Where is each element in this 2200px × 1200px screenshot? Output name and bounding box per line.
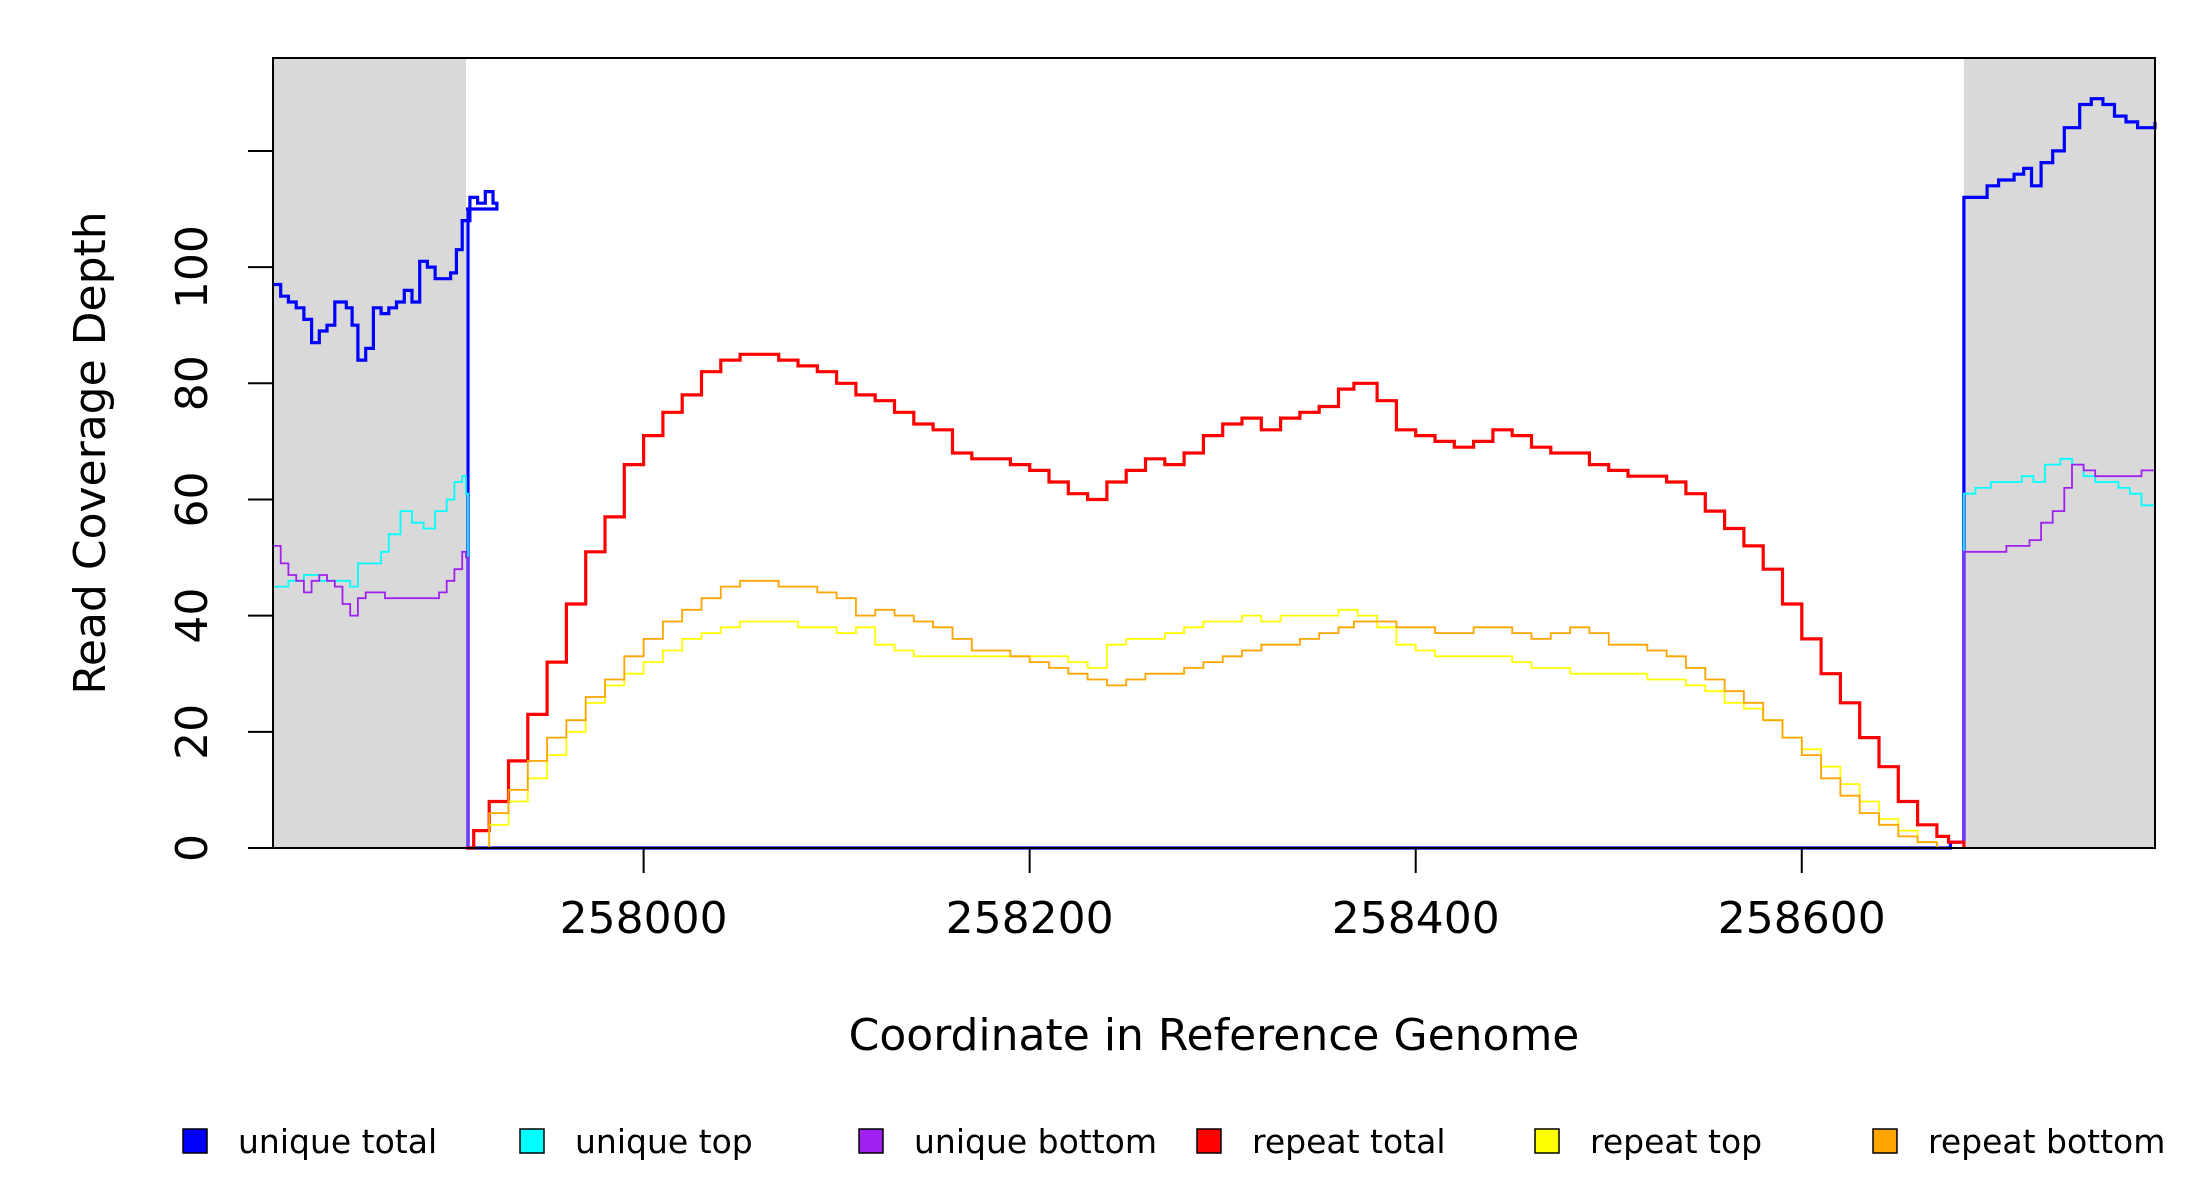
- legend-swatch-repeat-total: [1196, 1128, 1222, 1154]
- y-axis-title: Read Coverage Depth: [65, 211, 116, 694]
- x-tick-label-258000: 258000: [560, 893, 728, 944]
- x-tick-label-258400: 258400: [1332, 893, 1500, 944]
- shaded-region-1: [273, 58, 467, 848]
- legend-label-repeat-total: repeat total: [1252, 1122, 1446, 1161]
- series-repeat-total: [466, 352, 1966, 850]
- series-unique-top: [273, 457, 2155, 849]
- series-unique-total: [273, 97, 2157, 850]
- legend-swatch-unique-bottom: [858, 1128, 884, 1154]
- legend-label-repeat-bottom: repeat bottom: [1928, 1122, 2165, 1161]
- legend-item-repeat-bottom: repeat bottom: [1872, 1122, 2165, 1161]
- legend-item-repeat-top: repeat top: [1534, 1122, 1762, 1161]
- legend-swatch-repeat-top: [1534, 1128, 1560, 1154]
- axes: 258000 258200 258400 258600 0 20 40 60 80 100: [167, 149, 1886, 944]
- y-tick-label-80: 80: [167, 355, 218, 411]
- legend-label-repeat-top: repeat top: [1590, 1122, 1762, 1161]
- legend-label-unique-total: unique total: [238, 1122, 437, 1161]
- legend: unique total unique top unique bottom repea…: [182, 1122, 2165, 1161]
- legend-item-unique-top: unique top: [519, 1122, 753, 1161]
- legend-item-repeat-total: repeat total: [1196, 1122, 1446, 1161]
- y-tick-label-20: 20: [167, 704, 218, 760]
- y-tick-label-40: 40: [167, 588, 218, 644]
- legend-swatch-unique-top: [519, 1128, 545, 1154]
- legend-swatch-unique-total: [182, 1128, 208, 1154]
- legend-item-unique-bottom: unique bottom: [858, 1122, 1157, 1161]
- legend-label-unique-top: unique top: [575, 1122, 753, 1161]
- x-tick-label-258200: 258200: [946, 893, 1114, 944]
- shaded-regions: [273, 58, 2155, 848]
- y-tick-label-0: 0: [167, 834, 218, 862]
- x-axis-title: Coordinate in Reference Genome: [849, 1010, 1580, 1061]
- series-lines: [273, 97, 2157, 850]
- y-tick-label-60: 60: [167, 471, 218, 527]
- y-tick-label-100: 100: [167, 225, 218, 309]
- legend-swatch-repeat-bottom: [1872, 1128, 1898, 1154]
- series-unique-bottom: [273, 463, 2156, 849]
- plot-frame: [272, 57, 2156, 849]
- x-tick-label-258600: 258600: [1718, 893, 1886, 944]
- series-repeat-bottom: [466, 579, 1964, 849]
- legend-item-unique-total: unique total: [182, 1122, 437, 1161]
- shaded-region-2: [1963, 58, 2155, 848]
- series-repeat-top: [466, 608, 1964, 849]
- legend-label-unique-bottom: unique bottom: [914, 1122, 1157, 1161]
